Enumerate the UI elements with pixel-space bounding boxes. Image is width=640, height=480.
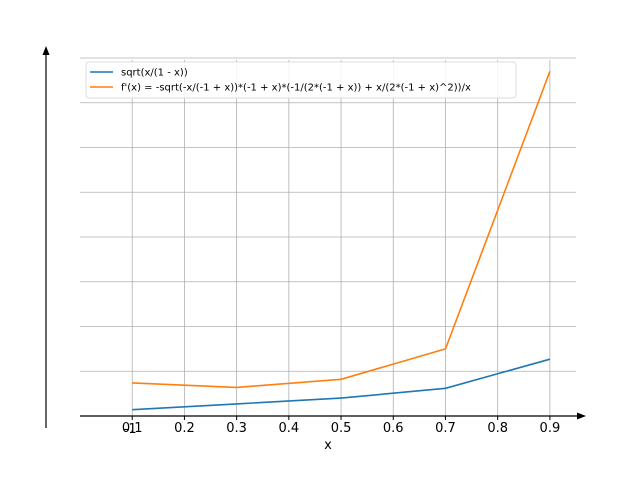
- legend-label-1: f'(x) = -sqrt(-x/(-1 + x))*(-1 + x)*(-1/…: [121, 83, 471, 94]
- x-tick-label: 0.3: [226, 421, 247, 436]
- x-tick-label: 0.6: [383, 421, 404, 436]
- x-tick-label: 0.1: [122, 421, 143, 436]
- y-axis-arrow: [42, 46, 50, 55]
- x-tick-label: 0.5: [331, 421, 352, 436]
- x-tick-label: 0.9: [540, 421, 561, 436]
- x-tick-label: 0.2: [174, 421, 195, 436]
- x-tick-label: 0.8: [487, 421, 508, 436]
- extra-tick-label: -1: [124, 422, 137, 437]
- axes: [42, 46, 586, 428]
- tick-labels: 0.1 0.2 0.3 0.4 0.5 0.6 0.7 0.8 0.9 -1: [122, 416, 560, 437]
- legend: sqrt(x/(1 - x)) f'(x) = -sqrt(-x/(-1 + x)…: [85, 61, 517, 99]
- legend-label-0: sqrt(x/(1 - x)): [121, 68, 188, 79]
- series-layer: [132, 71, 551, 411]
- series-line-1: [132, 71, 551, 389]
- x-axis-arrow: [577, 412, 586, 420]
- series-line-0: [132, 358, 551, 411]
- legend-box: [85, 61, 517, 99]
- x-axis-label: x: [324, 438, 332, 453]
- x-tick-label: 0.7: [435, 421, 456, 436]
- grid: [80, 57, 576, 416]
- x-tick-label: 0.4: [278, 421, 299, 436]
